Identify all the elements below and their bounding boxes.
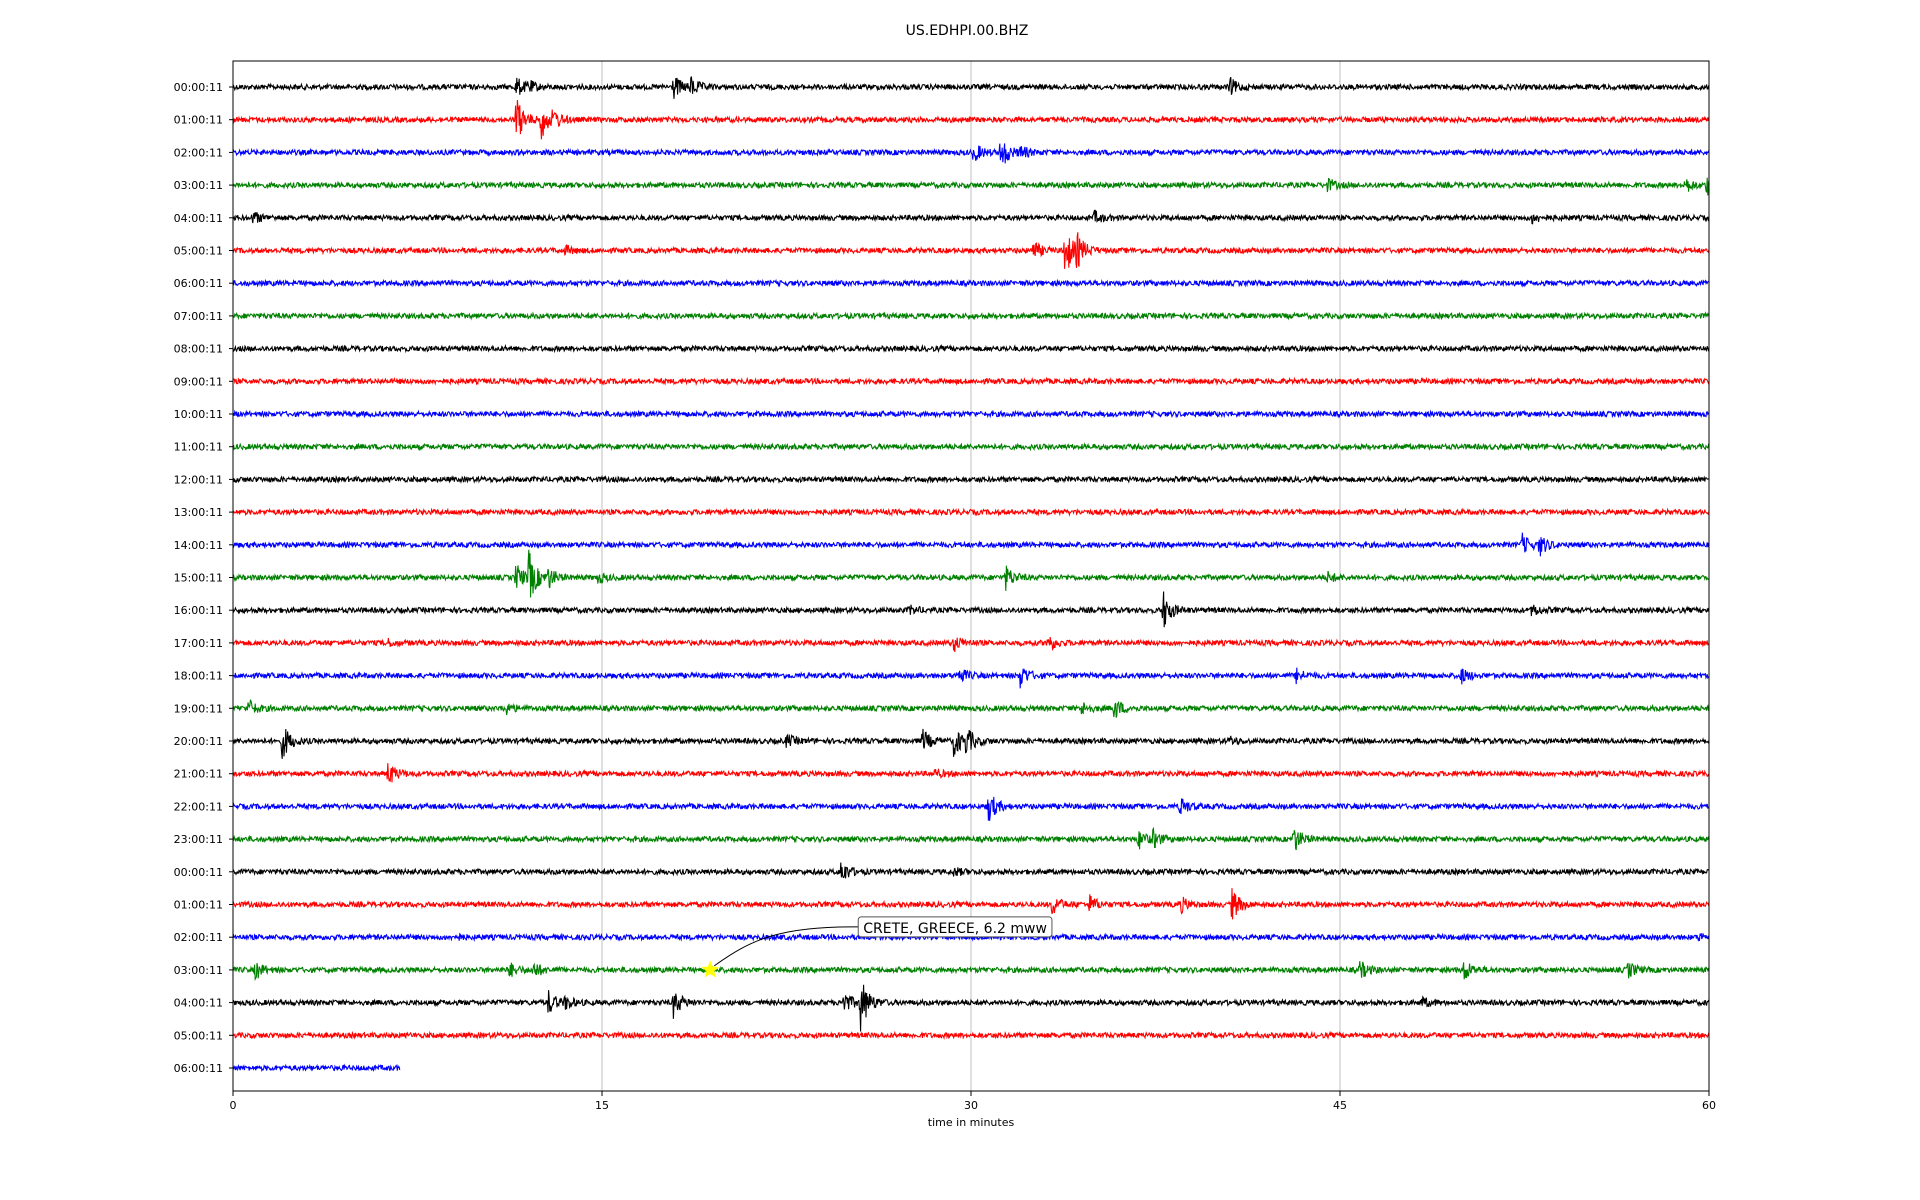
trace-row: [232, 209, 1710, 225]
trace-row: [232, 278, 1710, 288]
trace-row: [232, 763, 1710, 783]
x-axis-title: time in minutes: [928, 1116, 1015, 1129]
row-time-label: 06:00:11: [174, 277, 223, 290]
y-tick-labels: 00:00:11 01:00:11 02:00:11 03:00:11 04:00:11…: [174, 81, 233, 1075]
trace-row: [232, 862, 1710, 879]
row-time-label: 17:00:11: [174, 637, 223, 650]
trace-row: [232, 796, 1710, 821]
trace-row: [232, 1063, 401, 1073]
row-time-label: 02:00:11: [174, 146, 223, 159]
trace-row: [232, 932, 1710, 943]
trace-row: [232, 728, 1710, 759]
trace-row: [232, 442, 1710, 452]
row-time-label: 13:00:11: [174, 506, 223, 519]
event-annotation-text: CRETE, GREECE, 6.2 mww: [863, 921, 1047, 937]
row-time-label: 09:00:11: [174, 375, 223, 388]
trace-row: [232, 961, 1710, 982]
row-time-label: 19:00:11: [174, 702, 223, 715]
row-time-label: 00:00:11: [174, 866, 223, 879]
x-tick-label: 45: [1333, 1099, 1347, 1112]
trace-row: [232, 1030, 1710, 1040]
x-tick-label: 15: [595, 1099, 609, 1112]
row-time-label: 21:00:11: [174, 768, 223, 781]
trace-row: [232, 888, 1710, 920]
row-time-label: 20:00:11: [174, 735, 223, 748]
row-time-label: 02:00:11: [174, 931, 223, 944]
row-time-label: 06:00:11: [174, 1062, 223, 1075]
trace-row: [232, 177, 1710, 196]
row-time-label: 07:00:11: [174, 310, 223, 323]
trace-row: [232, 667, 1710, 689]
trace-row: [232, 143, 1710, 164]
row-time-label: 15:00:11: [174, 572, 223, 585]
row-time-label: 04:00:11: [174, 997, 223, 1010]
trace-row: [232, 343, 1710, 354]
trace-layer: [232, 76, 1710, 1073]
row-time-label: 01:00:11: [174, 114, 223, 127]
row-time-label: 22:00:11: [174, 800, 223, 813]
x-tick-labels: 0 15 30 45 60: [230, 1091, 1716, 1112]
trace-row: [232, 826, 1710, 851]
trace-row: [232, 699, 1710, 718]
row-time-label: 12:00:11: [174, 473, 223, 486]
row-time-label: 04:00:11: [174, 212, 223, 225]
row-time-label: 05:00:11: [174, 1029, 223, 1042]
row-time-label: 23:00:11: [174, 833, 223, 846]
chart-title: US.EDHPI.00.BHZ: [906, 23, 1029, 39]
annotation-layer: CRETE, GREECE, 6.2 mww: [701, 916, 1053, 978]
row-time-label: 16:00:11: [174, 604, 223, 617]
trace-row: [232, 311, 1710, 321]
x-tick-label: 0: [230, 1099, 237, 1112]
row-time-label: 11:00:11: [174, 441, 223, 454]
trace-row: [232, 232, 1710, 269]
trace-row: [232, 99, 1710, 140]
row-time-label: 03:00:11: [174, 179, 223, 192]
event-annotation-box: [857, 916, 1053, 938]
event-star-marker: [701, 960, 720, 978]
x-tick-label: 30: [964, 1099, 978, 1112]
trace-row: [232, 474, 1710, 485]
annotation-connector: [713, 926, 859, 967]
row-time-label: 18:00:11: [174, 670, 223, 683]
trace-row: [232, 636, 1710, 653]
row-time-label: 05:00:11: [174, 245, 223, 258]
row-time-label: 01:00:11: [174, 899, 223, 912]
row-time-label: 10:00:11: [174, 408, 223, 421]
trace-row: [232, 591, 1710, 628]
trace-row: [232, 507, 1710, 517]
x-tick-label: 60: [1702, 1099, 1716, 1112]
row-time-label: 00:00:11: [174, 81, 223, 94]
trace-row: [232, 984, 1710, 1032]
trace-row: [232, 76, 1710, 99]
row-time-label: 03:00:11: [174, 964, 223, 977]
trace-row: [232, 549, 1710, 598]
row-time-label: 08:00:11: [174, 343, 223, 356]
trace-row: [232, 409, 1710, 419]
trace-row: [232, 532, 1710, 557]
row-time-label: 14:00:11: [174, 539, 223, 552]
trace-row: [232, 376, 1710, 387]
